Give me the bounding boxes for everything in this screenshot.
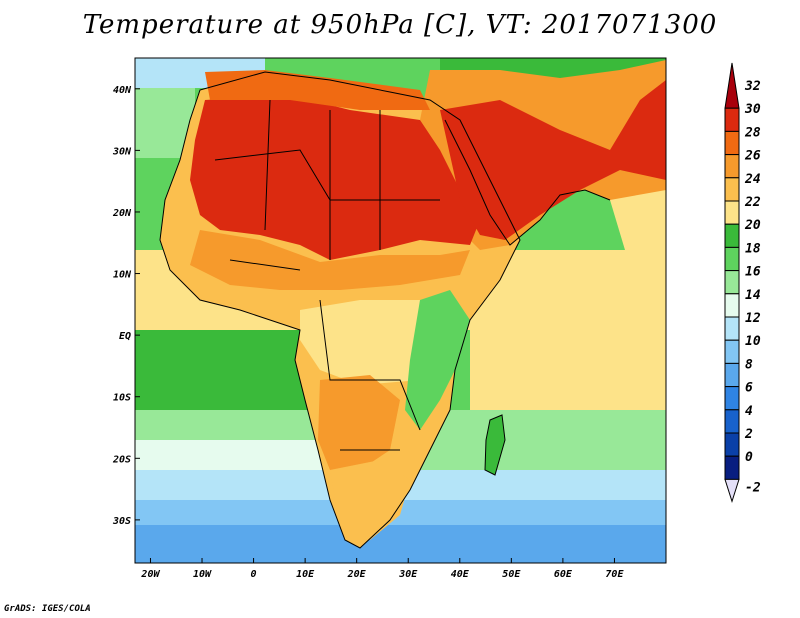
colorbar-label: 4 <box>745 404 753 419</box>
colorbar-swatch <box>724 246 740 272</box>
map-frame <box>134 57 667 564</box>
colorbar-swatch <box>724 362 740 388</box>
colorbar-swatch <box>724 386 740 411</box>
colorbar-swatch <box>724 177 740 202</box>
colorbar-swatch <box>724 293 740 318</box>
colorbar-swatch <box>724 154 740 179</box>
lat-tick-label: 30N <box>112 146 132 157</box>
east-africa-highlands <box>405 290 470 430</box>
africa-coastline <box>159 71 521 549</box>
lat-tick-label: 20S <box>112 454 131 465</box>
colorbar-label: 20 <box>744 218 761 233</box>
colorbar-swatch <box>724 223 740 248</box>
lon-tick-label: 20W <box>140 569 160 580</box>
angola-warm <box>318 375 400 470</box>
colorbar-label: 22 <box>744 195 761 210</box>
colorbar-swatch <box>724 270 740 295</box>
lon-tick-label: 30E <box>398 569 418 580</box>
colorbar-label: 24 <box>744 172 761 187</box>
latitude-axis: 40N 30N 20N 10N EQ 10S 20S 30S <box>112 85 140 527</box>
colorbar-label: 30 <box>744 102 761 117</box>
arabia-hot-zone <box>440 80 666 240</box>
colorbar-label: 2 <box>744 427 753 442</box>
lon-tick-label: 60E <box>554 569 573 580</box>
colorbar-label: 6 <box>745 381 753 396</box>
colorbar-swatch <box>724 200 740 225</box>
colorbar-label: 28 <box>744 125 761 140</box>
lon-tick-label: 50E <box>502 569 521 580</box>
colorbar-label: 12 <box>745 311 761 326</box>
colorbar-label: -2 <box>745 480 761 495</box>
colorbar-swatch <box>724 316 740 341</box>
colorbar-label: 14 <box>745 288 761 303</box>
colorbar-label: 8 <box>745 357 753 372</box>
colorbar-swatch <box>724 339 740 364</box>
lon-tick-label: 70E <box>605 569 624 580</box>
lon-tick-label: 10W <box>193 569 212 580</box>
temperature-field <box>135 58 666 563</box>
country-borders <box>159 71 611 549</box>
colorbar-swatch <box>724 455 740 480</box>
colorbar-label: 32 <box>744 79 761 94</box>
lon-tick-label: 0 <box>251 569 257 580</box>
longitude-axis: 20W 10W 0 10E 20E 30E 40E 50E 60E 70E <box>140 558 624 580</box>
border-lines <box>214 99 440 451</box>
colorbar-label: 10 <box>745 334 761 349</box>
map-title: Temperature at 950hPa [C], VT: 201707130… <box>82 10 718 40</box>
colorbar-swatch <box>724 432 740 457</box>
colorbar-swatch <box>724 478 740 504</box>
madagascar-coastline <box>484 414 506 476</box>
sahel-warm-band <box>190 230 470 290</box>
colorbar-swatch <box>724 107 740 132</box>
sahara-hot-zone <box>190 95 480 260</box>
colorbar-swatch <box>724 409 740 434</box>
colorbar-label: 16 <box>745 265 761 280</box>
cold-ocean-band-3 <box>135 525 666 563</box>
lat-tick-label: 30S <box>112 516 131 527</box>
lon-tick-label: 10E <box>296 569 315 580</box>
lon-tick-label: 40E <box>451 569 470 580</box>
colorbar-swatch <box>724 62 740 109</box>
lat-tick-label: 10S <box>113 393 131 404</box>
arabia-coastline <box>444 119 611 246</box>
madagascar <box>485 415 505 475</box>
colorbar-label: 18 <box>745 241 761 256</box>
lon-tick-label: 20E <box>347 569 367 580</box>
colorbar-label: 26 <box>744 149 761 164</box>
lat-tick-label: 20N <box>112 208 132 219</box>
colorbar-swatch <box>724 130 740 156</box>
india-landmass <box>610 190 666 305</box>
north-coast-band <box>205 70 430 110</box>
lat-tick-label: 10N <box>113 270 132 281</box>
lat-tick-label: EQ <box>119 331 131 342</box>
lat-tick-label: 40N <box>113 85 132 96</box>
colorbar-label: 0 <box>745 450 753 465</box>
credit-label: GrADS: IGES/COLA <box>4 604 91 614</box>
